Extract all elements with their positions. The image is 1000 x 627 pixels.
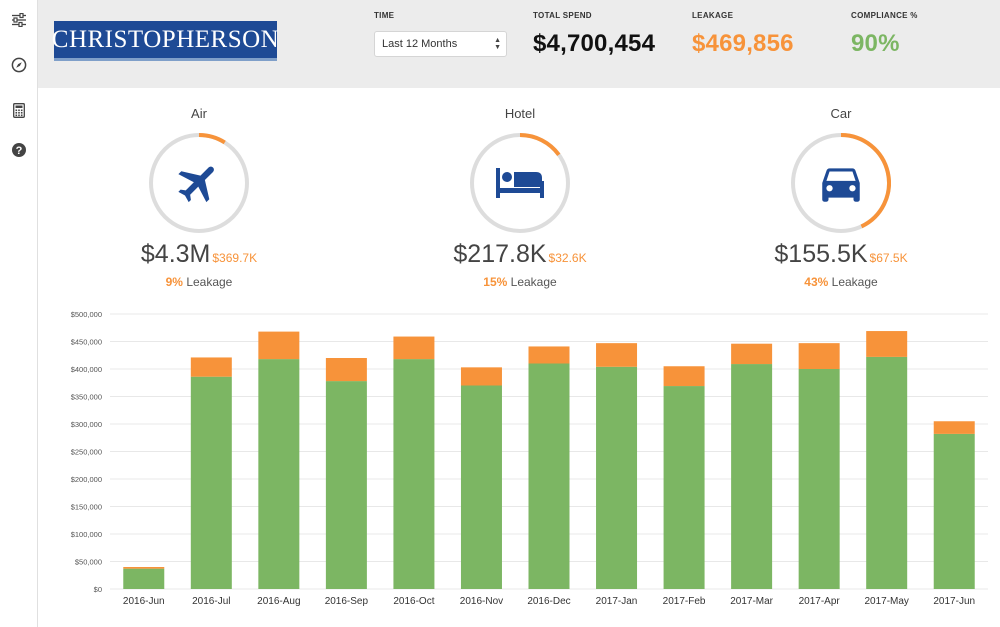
y-tick-label: $100,000: [71, 530, 102, 539]
bar-compliant: [123, 568, 165, 589]
x-tick-label: 2017-Jun: [933, 596, 975, 607]
bar-leakage: [393, 336, 435, 360]
svg-text:?: ?: [16, 145, 23, 157]
x-tick-label: 2016-Dec: [527, 596, 570, 607]
y-tick-label: $500,000: [71, 310, 102, 319]
x-tick-label: 2016-Jul: [192, 596, 230, 607]
bar-compliant: [596, 366, 638, 589]
spend-bar-chart: $0 $50,000 $100,000 $150,000 $200,000 $250,00…: [71, 310, 988, 607]
bar-compliant: [663, 386, 705, 589]
bar-leakage: [190, 357, 232, 377]
compliance-label: COMPLIANCE %: [851, 11, 918, 20]
car-icon: [822, 168, 860, 202]
card-car-leak-arc: [840, 133, 891, 229]
bar-leakage: [933, 421, 975, 434]
card-car-leak-text: Leakage: [831, 275, 878, 289]
time-select-value: Last 12 Months: [382, 38, 458, 50]
x-tick-label: 2016-Jun: [123, 596, 165, 607]
bar-compliant: [393, 359, 435, 589]
header-bar: CHRISTOPHERSON TIME Last 12 Months ▲ ▼ TO…: [38, 0, 1000, 88]
card-hotel-leak-value: $32.6K: [548, 251, 587, 265]
y-tick-label: $0: [94, 585, 102, 594]
x-tick-label: 2016-Sep: [325, 596, 369, 607]
y-tick-label: $50,000: [75, 558, 102, 567]
bar-leakage: [798, 343, 840, 369]
card-air[interactable]: Air $4.3M $369.7K 9% Leakage: [69, 100, 329, 295]
y-tick-label: $150,000: [71, 503, 102, 512]
card-air-ring: [149, 133, 249, 233]
card-car-leak-value: $67.5K: [869, 251, 908, 265]
card-hotel-leak-text: Leakage: [510, 275, 557, 289]
y-tick-label: $300,000: [71, 420, 102, 429]
x-tick-label: 2017-Feb: [663, 596, 706, 607]
time-select[interactable]: Last 12 Months ▲ ▼: [374, 31, 507, 57]
company-logo: CHRISTOPHERSON: [51, 21, 280, 61]
x-tick-label: 2017-May: [864, 596, 908, 607]
bar-leakage: [460, 367, 502, 386]
bar-compliant: [731, 364, 773, 589]
bar-compliant: [190, 376, 232, 589]
y-tick-label: $250,000: [71, 448, 102, 457]
bar-leakage: [258, 331, 300, 360]
card-air-title: Air: [191, 106, 207, 121]
bar-compliant: [325, 381, 367, 589]
airplane-icon: [178, 166, 214, 203]
y-tick-label: $350,000: [71, 393, 102, 402]
card-hotel-leak-arc: [519, 133, 561, 157]
sliders-icon[interactable]: [7, 8, 31, 32]
x-tick-label: 2017-Mar: [730, 596, 773, 607]
leakage-label: LEAKAGE: [692, 11, 734, 20]
bar-leakage: [731, 343, 773, 365]
card-hotel-ring: [470, 133, 570, 233]
card-car-leak-pct: 43%: [804, 275, 829, 289]
card-air-value: $4.3M: [140, 240, 211, 268]
compliance-value: 90%: [851, 30, 900, 57]
x-tick-label: 2016-Oct: [393, 596, 434, 607]
bar-leakage: [866, 331, 908, 357]
x-tick-label: 2017-Jan: [596, 596, 638, 607]
card-air-leak-text: Leakage: [186, 275, 233, 289]
total-spend-value: $4,700,454: [533, 30, 656, 57]
x-tick-label: 2016-Nov: [460, 596, 503, 607]
x-tick-label: 2016-Aug: [257, 596, 300, 607]
logo-text: CHRISTOPHERSON: [51, 25, 280, 53]
card-car-ring: [791, 133, 891, 233]
bar-leakage: [325, 358, 367, 382]
bar-compliant: [460, 385, 502, 589]
x-tick-label: 2017-Apr: [799, 596, 841, 607]
y-tick-label: $450,000: [71, 338, 102, 347]
card-hotel-title: Hotel: [504, 106, 536, 121]
bar-leakage: [528, 346, 570, 364]
bar-compliant: [528, 363, 570, 589]
bar-compliant: [866, 356, 908, 589]
select-arrows-icon: ▲ ▼: [494, 37, 501, 51]
card-hotel-leak-pct: 15%: [483, 275, 508, 289]
bar-compliant: [933, 433, 975, 589]
bar-compliant: [798, 369, 840, 589]
help-icon[interactable]: ?: [7, 138, 31, 162]
total-spend-label: TOTAL SPEND: [533, 11, 592, 20]
card-car-value: $155.5K: [774, 240, 868, 268]
time-label: TIME: [374, 11, 395, 20]
card-hotel-value: $217.8K: [453, 240, 547, 268]
y-tick-label: $400,000: [71, 365, 102, 374]
sidebar: ?: [0, 0, 38, 627]
y-tick-label: $200,000: [71, 475, 102, 484]
calculator-icon[interactable]: [7, 98, 31, 122]
card-car-title: Car: [830, 106, 852, 121]
bar-leakage: [663, 366, 705, 387]
card-car[interactable]: Car $155.5K $67.5K 43% Leakage: [711, 100, 971, 295]
bar-leakage: [123, 567, 165, 569]
card-air-leak-arc: [198, 133, 226, 145]
compass-icon[interactable]: [7, 53, 31, 77]
leakage-value: $469,856: [692, 30, 794, 57]
bar-compliant: [258, 359, 300, 589]
card-air-leak-pct: 9%: [165, 275, 183, 289]
card-air-leak-value: $369.7K: [212, 251, 258, 265]
bar-leakage: [596, 343, 638, 367]
bed-icon: [496, 168, 544, 198]
card-hotel[interactable]: Hotel $217.8K $32.6K 15% Leakage: [390, 100, 650, 295]
